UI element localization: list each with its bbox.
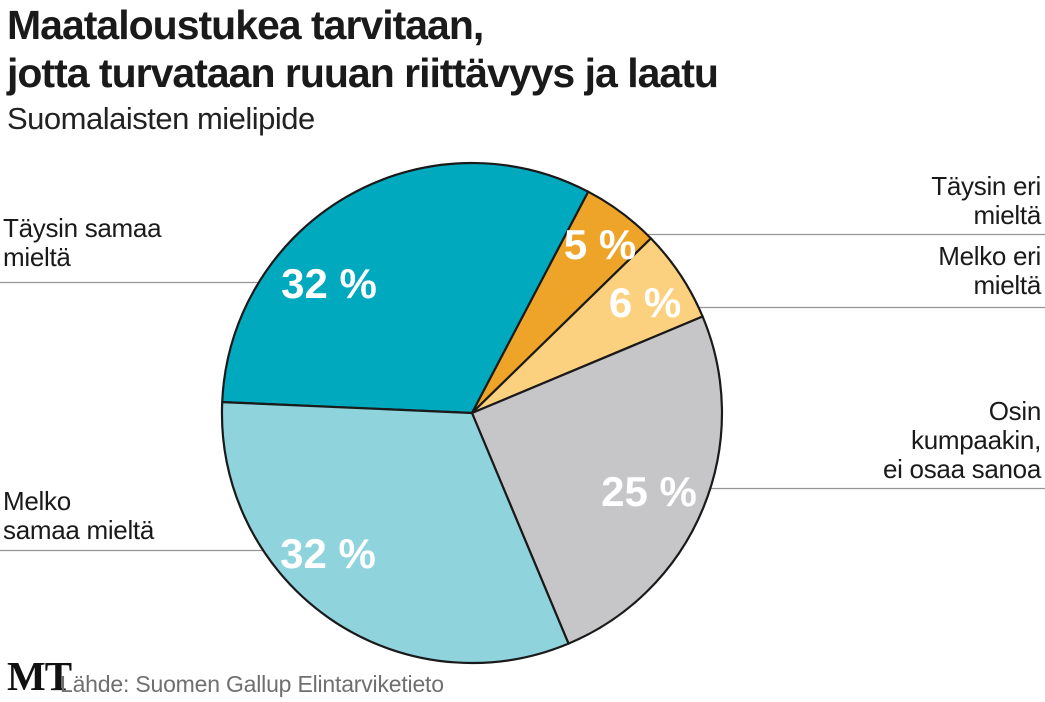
percent-label-4: 32 % (280, 530, 376, 577)
chart-title-line2: jotta turvataan ruuan riittävyys ja laat… (7, 49, 719, 96)
percent-label-3: 25 % (601, 468, 697, 515)
slice-label-line: Melko eri (938, 241, 1041, 271)
percent-label-2: 6 % (609, 279, 681, 326)
slice-label-taysin-eri-mielta: Täysin eri mieltä (931, 171, 1041, 231)
slice-label-line: samaa mieltä (3, 515, 155, 546)
slice-label-taysin-samaa-mielta: Täysin samaa mieltä (3, 213, 162, 273)
pie-slice-0 (221, 161, 590, 415)
slice-label-line: Täysin eri (931, 171, 1041, 201)
pie-slice-4 (220, 401, 570, 665)
chart-subtitle: Suomalaisten mielipide (7, 101, 315, 137)
slice-label-line: mieltä (973, 270, 1041, 301)
slice-label-osin-kumpaakin: Osin kumpaakin, ei osaa sanoa (882, 396, 1042, 485)
slice-label-line: Täysin samaa (3, 213, 162, 243)
slice-label-melko-samaa-mielta: Melko samaa mieltä (3, 486, 155, 546)
slice-label-line: Melko (3, 486, 71, 516)
header: Maataloustukea tarvitaan, jotta turvataa… (7, 2, 719, 137)
chart-title-line1: Maataloustukea tarvitaan, (7, 2, 484, 48)
percent-label-0: 32 % (281, 260, 377, 307)
slice-label-line: kumpaakin, (911, 425, 1041, 456)
slice-label-melko-eri-mielta: Melko eri mieltä (938, 241, 1041, 301)
slice-label-line: mieltä (973, 200, 1041, 231)
slice-label-line: mieltä (3, 242, 71, 273)
slice-label-line: ei osaa sanoa (882, 454, 1041, 485)
slice-label-line: Osin (988, 396, 1042, 426)
percent-label-1: 5 % (564, 221, 636, 268)
